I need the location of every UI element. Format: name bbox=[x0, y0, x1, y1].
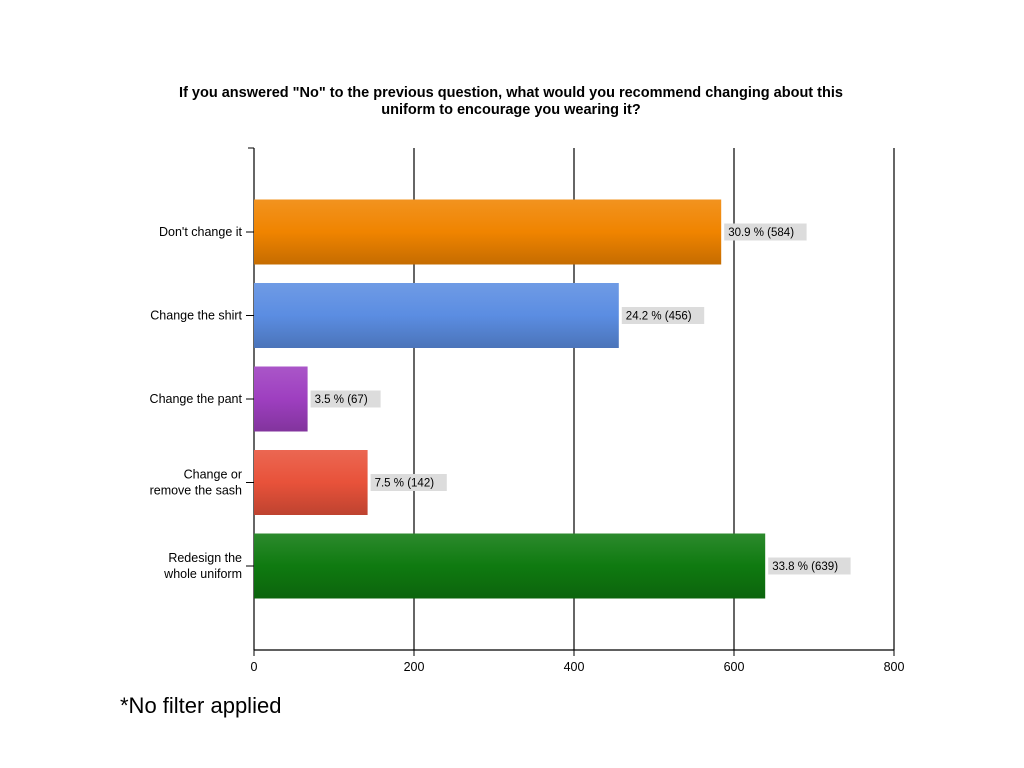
chart-title-line: If you answered "No" to the previous que… bbox=[179, 85, 843, 101]
category-label-line: Change the shirt bbox=[150, 309, 242, 323]
bar bbox=[254, 533, 766, 599]
x-tick-label: 0 bbox=[251, 660, 258, 674]
data-label: 3.5 % (67) bbox=[315, 394, 368, 406]
data-label-bg bbox=[621, 307, 705, 324]
category-label: Don't change it bbox=[159, 225, 243, 239]
bar bbox=[254, 366, 308, 432]
x-tick-label: 200 bbox=[404, 660, 425, 674]
category-label-line: Change the pant bbox=[150, 392, 243, 406]
bar bbox=[254, 283, 619, 348]
data-label-bg bbox=[768, 557, 851, 575]
category-label-line: remove the sash bbox=[150, 484, 242, 498]
x-tick-label: 800 bbox=[884, 660, 905, 674]
data-label: 24.2 % (456) bbox=[626, 311, 692, 323]
x-tick-label: 600 bbox=[724, 660, 745, 674]
data-label: 7.5 % (142) bbox=[375, 478, 435, 490]
chart-title: If you answered "No" to the previous que… bbox=[179, 85, 843, 118]
data-label-bg bbox=[370, 474, 447, 491]
category-label-line: Redesign the bbox=[168, 551, 242, 565]
data-label-bg bbox=[724, 223, 807, 241]
footnote: *No filter applied bbox=[120, 693, 282, 718]
data-label: 30.9 % (584) bbox=[728, 227, 794, 239]
data-label: 33.8 % (639) bbox=[772, 561, 838, 573]
category-label-line: whole uniform bbox=[163, 567, 242, 581]
bar bbox=[254, 450, 368, 515]
category-label-line: Change or bbox=[184, 468, 242, 482]
category-label: Change the pant bbox=[150, 392, 243, 406]
x-tick-label: 400 bbox=[564, 660, 585, 674]
category-label: Change or remove the sash bbox=[150, 468, 242, 498]
bar bbox=[254, 199, 722, 265]
category-label-line: Don't change it bbox=[159, 225, 243, 239]
data-label-bg bbox=[310, 390, 381, 408]
chart-title-line: uniform to encourage you wearing it? bbox=[381, 102, 641, 118]
category-label: Redesign the whole uniform bbox=[163, 551, 242, 581]
category-label: Change the shirt bbox=[150, 309, 242, 323]
